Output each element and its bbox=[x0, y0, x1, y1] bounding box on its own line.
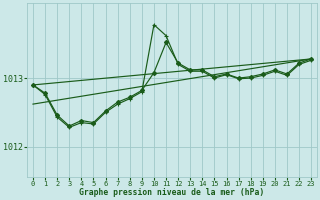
X-axis label: Graphe pression niveau de la mer (hPa): Graphe pression niveau de la mer (hPa) bbox=[79, 188, 265, 197]
